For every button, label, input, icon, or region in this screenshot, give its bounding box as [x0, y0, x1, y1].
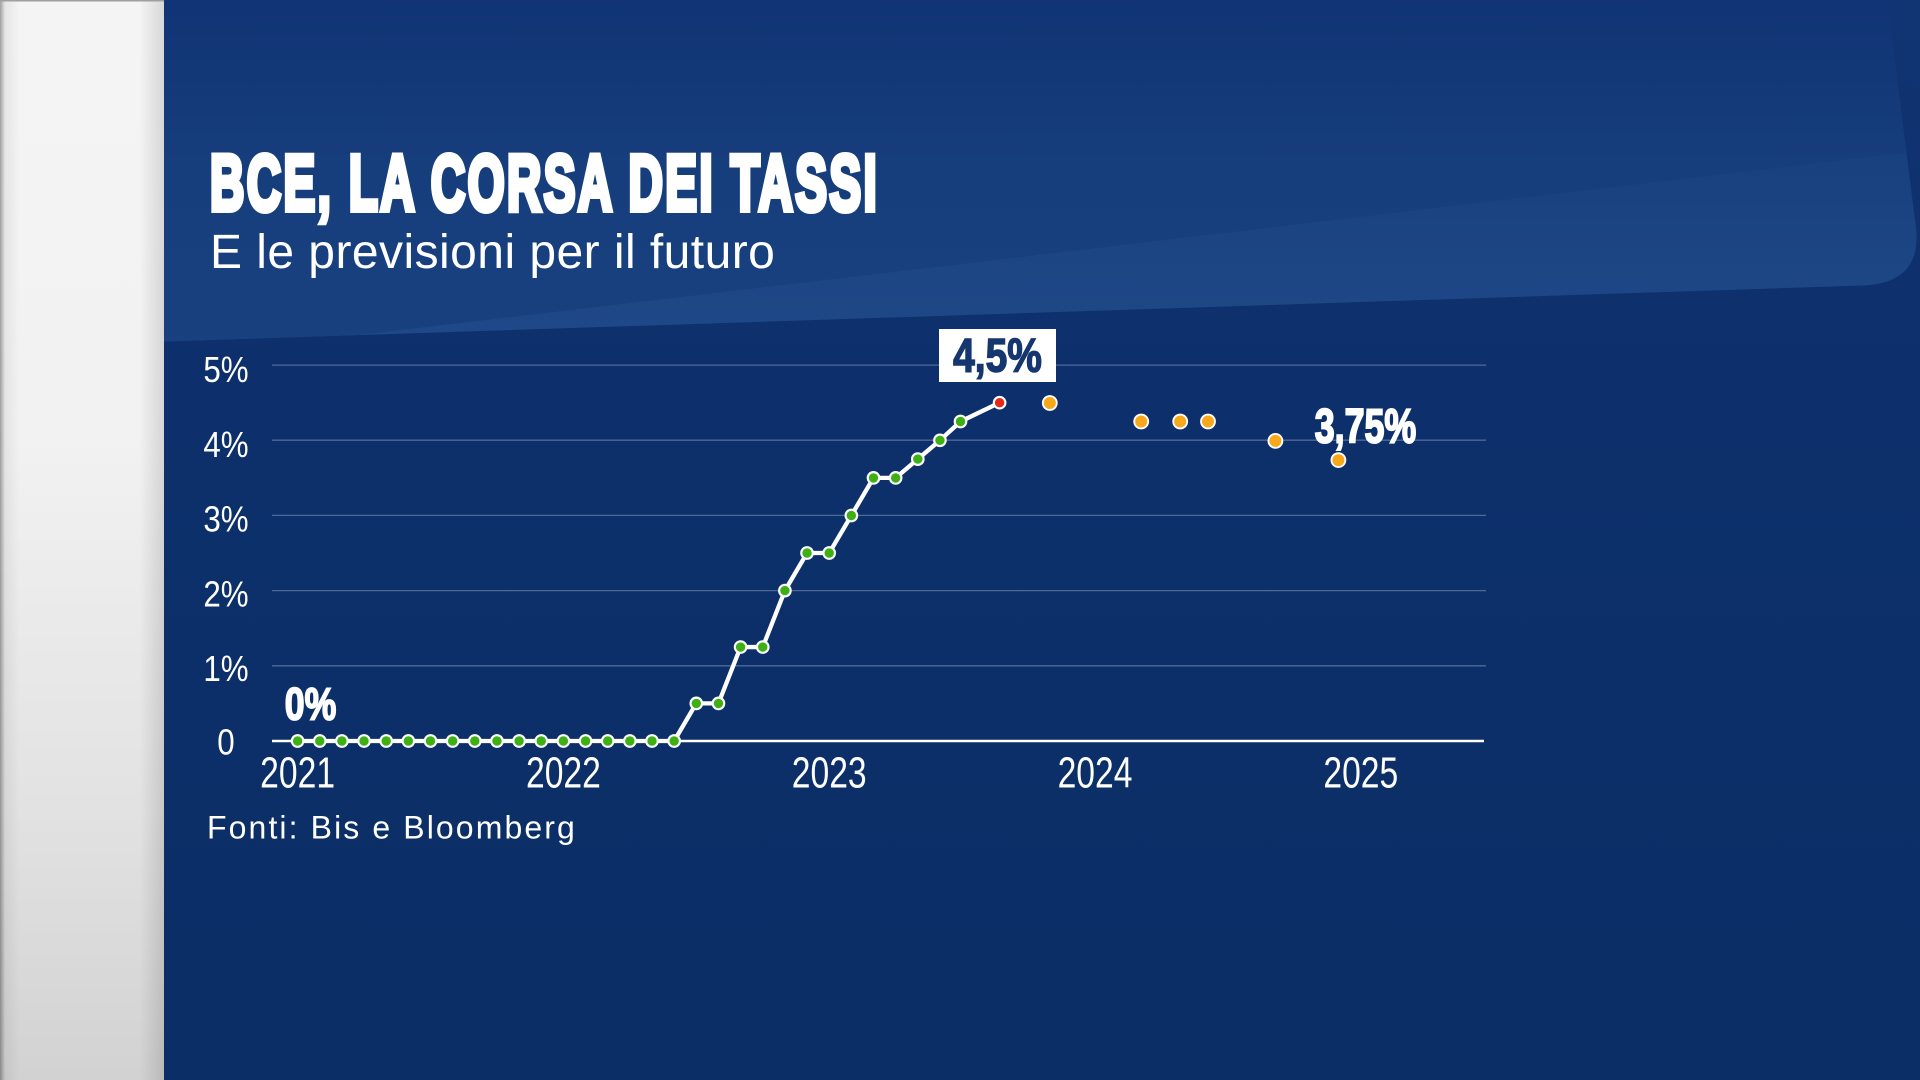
- svg-text:2025: 2025: [1323, 749, 1398, 797]
- svg-text:2021: 2021: [260, 749, 335, 797]
- svg-text:E le previsioni per il futuro: E le previsioni per il futuro: [210, 226, 775, 279]
- svg-text:3,75%: 3,75%: [1315, 399, 1417, 452]
- svg-text:4,5%: 4,5%: [953, 330, 1042, 382]
- svg-text:2022: 2022: [526, 749, 601, 797]
- svg-text:2023: 2023: [792, 749, 867, 797]
- svg-text:0: 0: [217, 723, 234, 764]
- svg-text:3%: 3%: [203, 499, 248, 540]
- svg-text:5%: 5%: [203, 350, 248, 391]
- svg-text:1%: 1%: [203, 649, 248, 690]
- svg-text:2%: 2%: [203, 574, 248, 615]
- svg-text:BCE, LA CORSA DEI TASSI: BCE, LA CORSA DEI TASSI: [210, 138, 879, 226]
- svg-text:4%: 4%: [203, 425, 248, 466]
- svg-text:2024: 2024: [1058, 749, 1133, 797]
- svg-text:0%: 0%: [285, 678, 336, 729]
- svg-text:Fonti: Bis e Bloomberg: Fonti: Bis e Bloomberg: [207, 810, 577, 846]
